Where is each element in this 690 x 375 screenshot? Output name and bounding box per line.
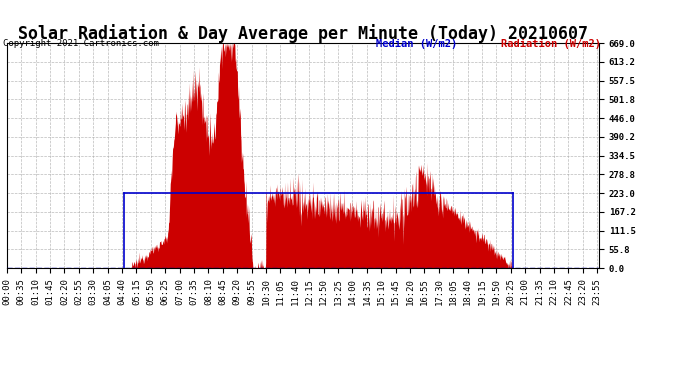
Text: Copyright 2021 Cartronics.com: Copyright 2021 Cartronics.com xyxy=(3,39,159,48)
Text: Radiation (W/m2): Radiation (W/m2) xyxy=(501,39,601,50)
Title: Solar Radiation & Day Average per Minute (Today) 20210607: Solar Radiation & Day Average per Minute… xyxy=(18,24,588,43)
Text: Median (W/m2): Median (W/m2) xyxy=(376,39,457,50)
